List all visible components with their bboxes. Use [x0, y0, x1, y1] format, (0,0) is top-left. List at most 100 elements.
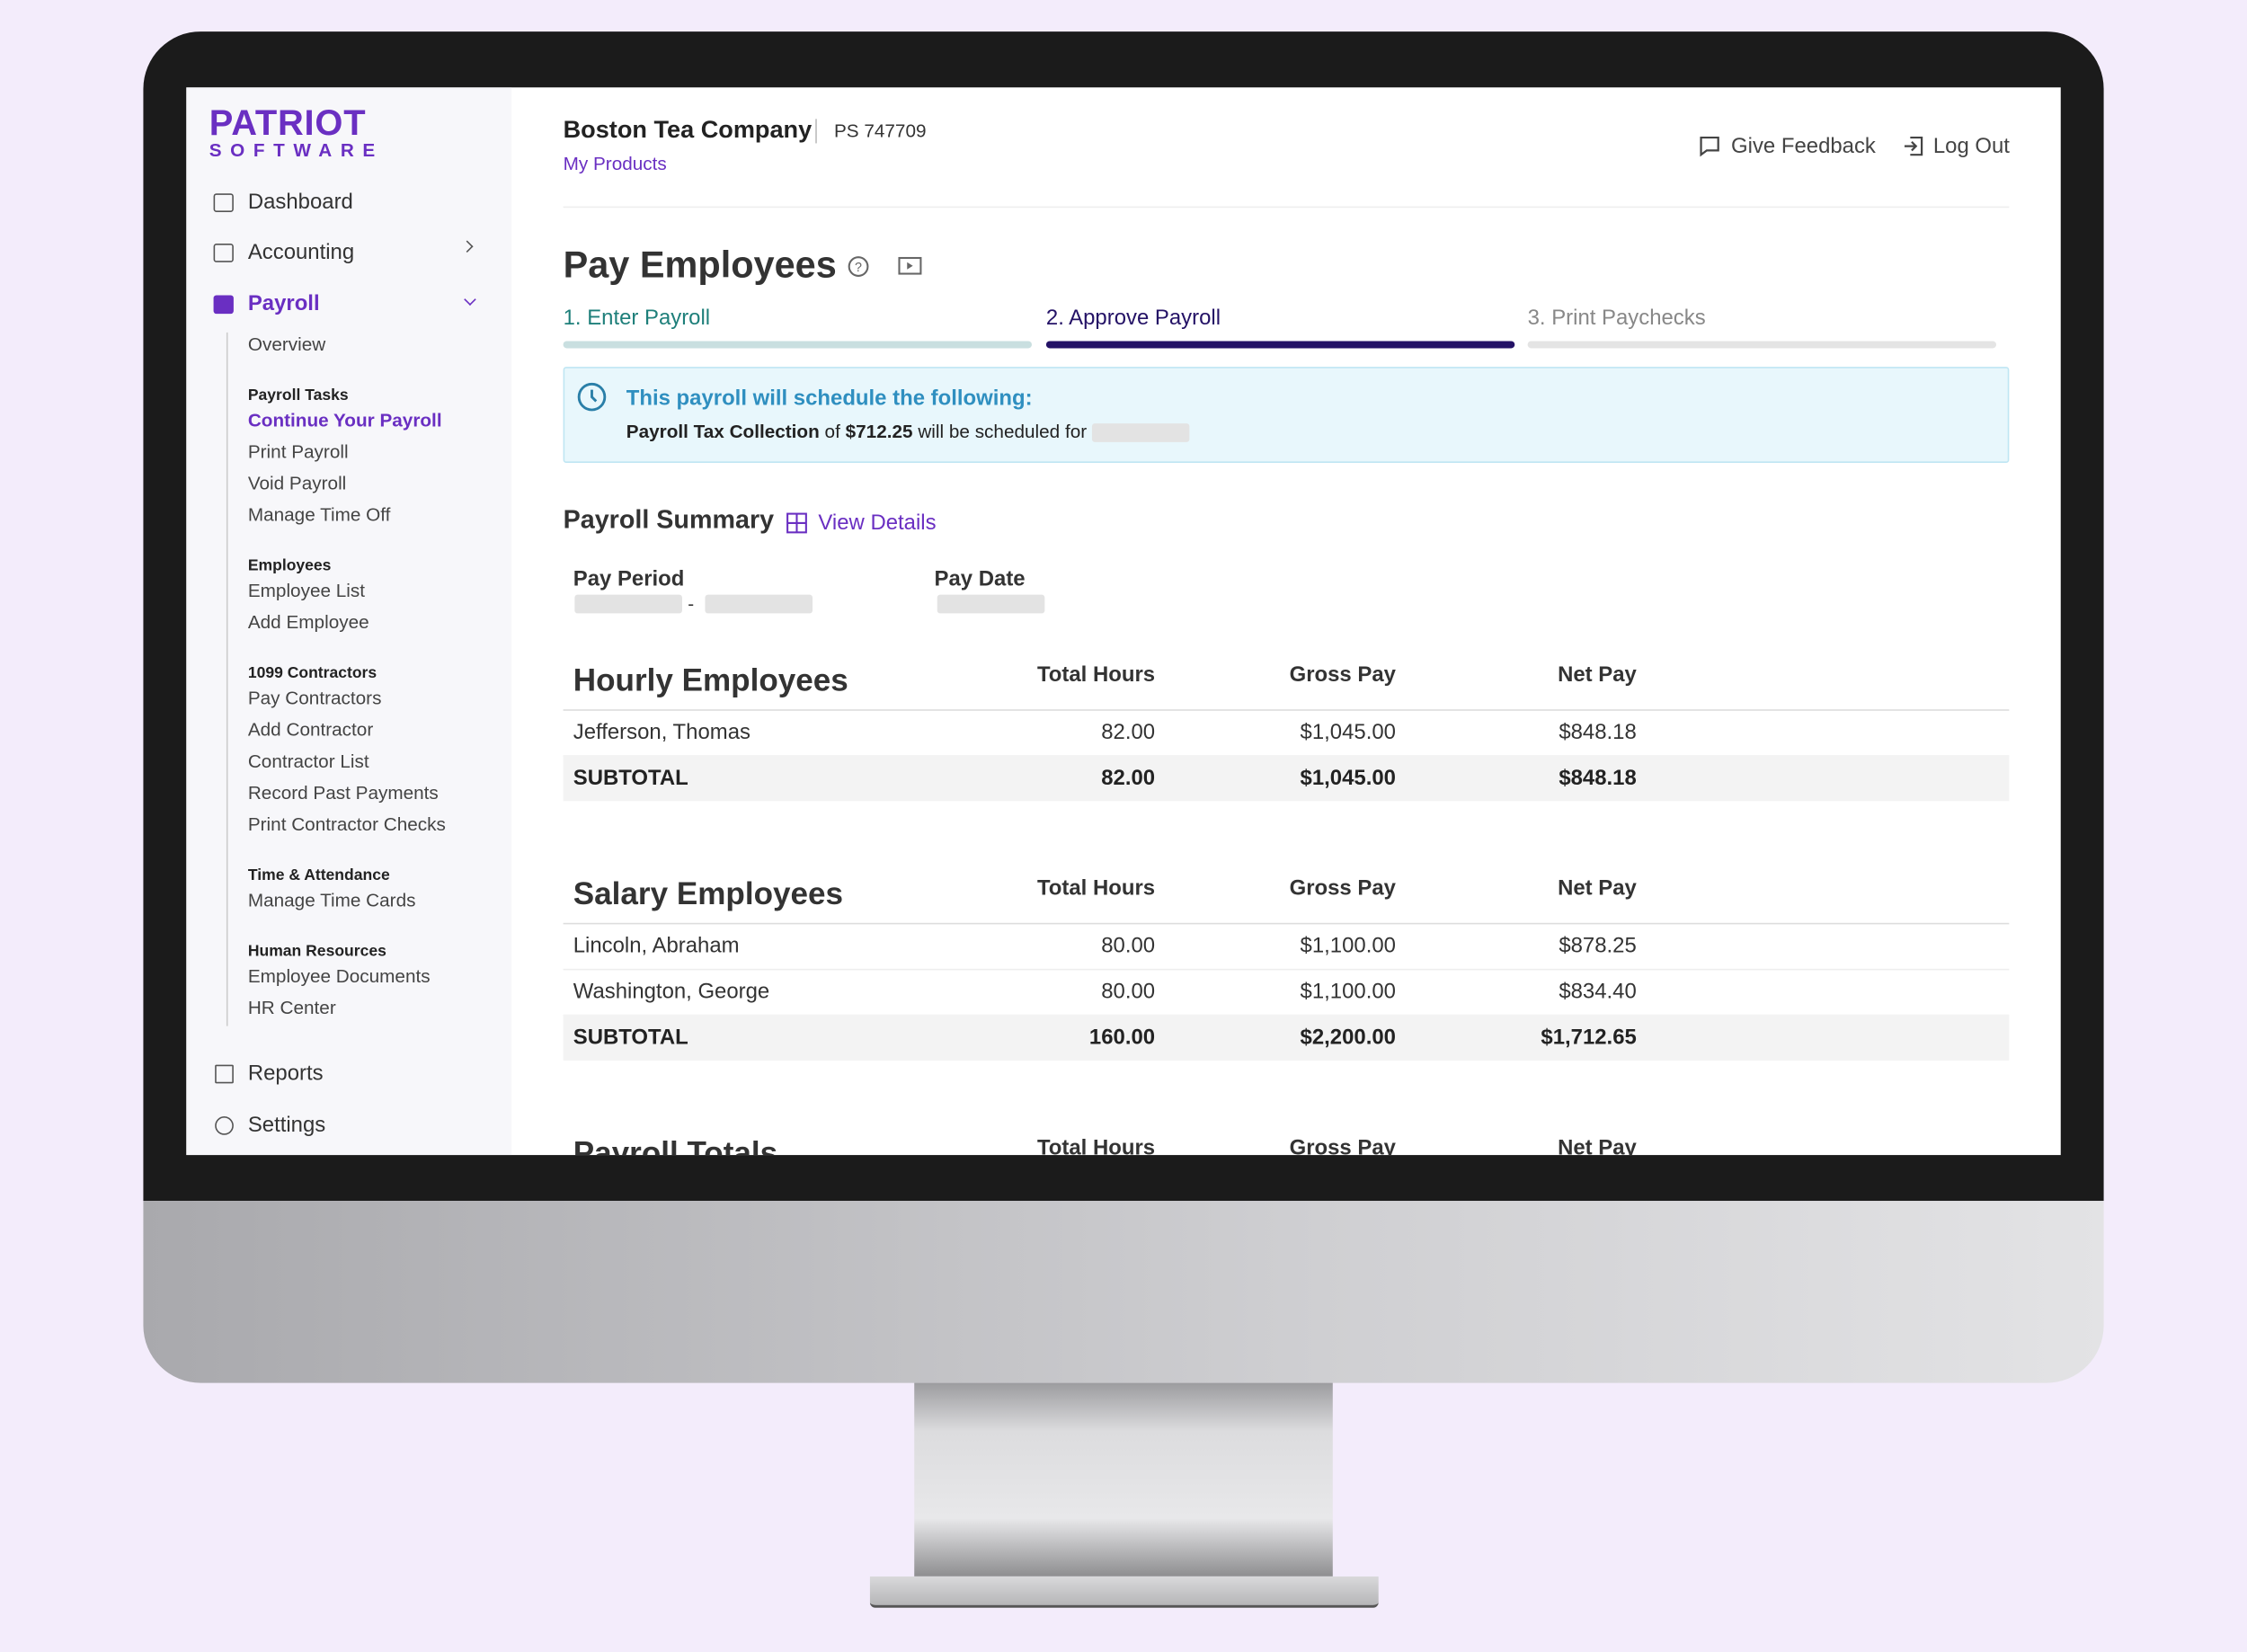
alert-text: Payroll Tax Collection of $712.25 will b… [626, 421, 1190, 442]
redacted [705, 594, 813, 614]
column-header: Total Hours [1036, 662, 1156, 688]
nav-item[interactable]: Contractor List [247, 750, 369, 772]
nav-group-title[interactable]: 1099 Contractors [247, 664, 377, 682]
nav-item[interactable]: Void Payroll [247, 472, 347, 494]
column-header: Gross Pay [1289, 1135, 1396, 1156]
nav-rule [226, 332, 228, 1026]
header-rule [563, 922, 2010, 925]
chevron [464, 293, 476, 306]
subtotal-cell: $1,712.65 [1541, 1025, 1637, 1050]
table-cell: 80.00 [1101, 979, 1156, 1004]
nav-item[interactable]: Print Payroll [247, 440, 349, 463]
column-header: Gross Pay [1289, 662, 1396, 688]
subtotal-cell: 160.00 [1088, 1025, 1156, 1050]
nav-item[interactable]: HR Center [247, 996, 336, 1018]
screen: PATRIOT SOFTWARE Dashboard Accounting Payr… [186, 87, 2061, 1156]
nav-item[interactable]: Record Past Payments [247, 781, 439, 804]
feedback-button[interactable]: Give Feedback [1731, 134, 1876, 159]
company-name: Boston Tea Company [563, 116, 813, 144]
nav-item[interactable]: Accounting [247, 240, 355, 265]
nav-icon [213, 193, 234, 212]
nav-icon [215, 1064, 234, 1084]
table-title: Salary Employees [573, 875, 844, 912]
nav-item[interactable]: Employee List [247, 579, 366, 601]
nav-icon [213, 295, 234, 315]
row-rule [563, 968, 2010, 971]
table-cell: $1,100.00 [1300, 979, 1396, 1004]
products-link[interactable]: My Products [563, 152, 667, 174]
table-cell: Washington, George [573, 979, 770, 1004]
nav-item[interactable]: Reports [247, 1061, 324, 1086]
header-rule [563, 206, 2010, 209]
nav-item[interactable]: Employee Documents [247, 964, 431, 987]
nav-item[interactable]: Add Contractor [247, 718, 374, 741]
subtotal-cell: 82.00 [1101, 766, 1156, 791]
nav-item[interactable]: Overview [247, 333, 326, 355]
nav-group-title[interactable]: Payroll Tasks [247, 386, 349, 404]
grid-icon [786, 512, 807, 534]
view-details-link[interactable]: View Details [818, 511, 937, 536]
logout-button[interactable]: Log Out [1932, 134, 2010, 159]
monitor-base [869, 1576, 1379, 1608]
table-cell: $848.18 [1559, 720, 1637, 745]
nav-item[interactable]: Print Contractor Checks [247, 813, 446, 835]
nav-icon [215, 1116, 234, 1135]
nav-item[interactable]: Continue Your Payroll [247, 409, 442, 431]
nav-icon [213, 244, 234, 262]
column-header: Gross Pay [1289, 875, 1396, 901]
pay-date-label: Pay Date [934, 566, 1026, 591]
nav-item[interactable]: Manage Time Off [247, 503, 391, 526]
page-title: Pay Employees [563, 243, 837, 287]
nav-group-title[interactable]: Employees [247, 557, 332, 575]
step-label: 1. Enter Payroll [563, 306, 711, 331]
nav-item[interactable]: Pay Contractors [247, 687, 382, 709]
nav-item[interactable]: Settings [247, 1113, 326, 1138]
nav-group-title[interactable]: Human Resources [247, 943, 386, 961]
alert-title: This payroll will schedule the following… [626, 386, 1033, 411]
table-cell: Jefferson, Thomas [573, 720, 750, 745]
summary-title: Payroll Summary [563, 505, 775, 534]
monitor-chin [143, 1201, 2104, 1383]
nav-item[interactable]: Payroll [247, 291, 320, 316]
table-cell: 80.00 [1101, 933, 1156, 958]
table-cell: 82.00 [1101, 720, 1156, 745]
column-header: Net Pay [1558, 875, 1637, 901]
table-cell: $834.40 [1559, 979, 1637, 1004]
redacted [574, 594, 682, 614]
step-label: 2. Approve Payroll [1045, 306, 1221, 331]
table-cell: $878.25 [1559, 933, 1637, 958]
nav-item[interactable]: Manage Time Cards [247, 889, 416, 911]
nav-item[interactable]: Add Employee [247, 611, 369, 633]
column-header: Net Pay [1558, 1135, 1637, 1156]
redacted [1091, 423, 1190, 442]
subtotal-cell: $2,200.00 [1300, 1025, 1396, 1050]
pay-period-label: Pay Period [573, 566, 685, 591]
step-label: 3. Print Paychecks [1527, 306, 1706, 331]
logout-icon [1904, 136, 1923, 156]
subtotal-cell: SUBTOTAL [573, 766, 688, 791]
step-bar [1045, 341, 1515, 349]
subtotal-row [563, 755, 2010, 802]
alert-rest: will be scheduled for [918, 420, 1088, 442]
alert-item: Payroll Tax Collection [626, 420, 820, 442]
table-title: Payroll Totals [573, 1134, 778, 1156]
nav-group-title[interactable]: Time & Attendance [247, 866, 390, 884]
column-header: Total Hours [1036, 875, 1156, 901]
step-bar [563, 341, 1032, 349]
table-cell: Lincoln, Abraham [573, 933, 740, 958]
table-title: Hourly Employees [573, 662, 848, 698]
nav-item[interactable]: Dashboard [247, 190, 353, 215]
clock-icon [577, 382, 607, 412]
brand-name: PATRIOT [209, 102, 367, 144]
alert-of: of [824, 420, 840, 442]
account-id: PS 747709 [833, 120, 927, 142]
redacted [937, 594, 1045, 614]
table-cell: $1,100.00 [1300, 933, 1396, 958]
subtotal-cell: SUBTOTAL [573, 1025, 688, 1050]
help-icon[interactable]: ? [847, 255, 870, 279]
divider [815, 119, 817, 144]
video-icon[interactable] [897, 255, 923, 279]
chevron [461, 240, 474, 253]
